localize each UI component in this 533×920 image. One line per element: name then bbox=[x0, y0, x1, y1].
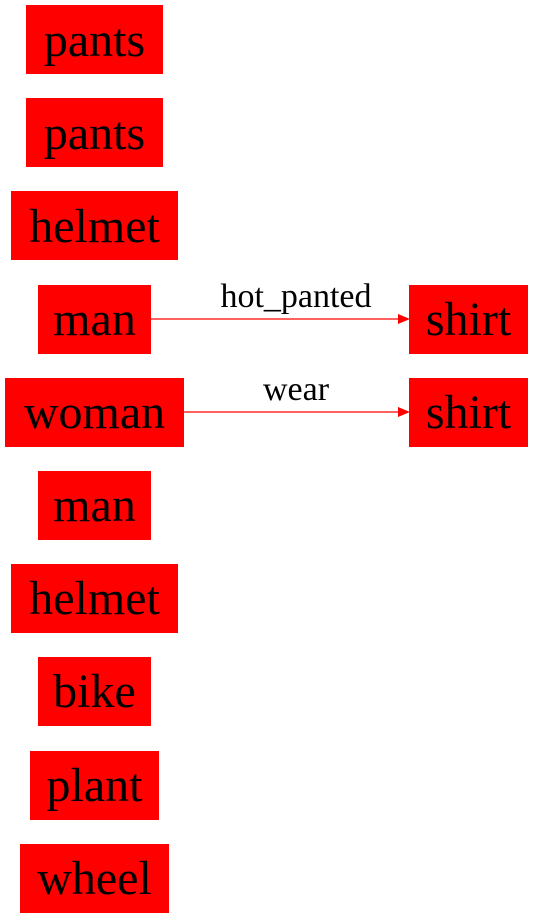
node-box bbox=[26, 5, 163, 74]
arrowhead-icon bbox=[398, 314, 410, 324]
node-box bbox=[11, 191, 178, 260]
arrowhead-icon bbox=[398, 407, 410, 417]
node-label: wheel bbox=[37, 852, 152, 905]
node-helmet: helmet bbox=[11, 191, 178, 260]
edge-label: wear bbox=[263, 371, 330, 408]
node-pants: pants bbox=[26, 98, 163, 167]
node-label: pants bbox=[44, 14, 145, 67]
node-box bbox=[20, 844, 169, 913]
edge-label: hot_panted bbox=[220, 278, 371, 315]
node-woman: woman bbox=[5, 378, 184, 447]
node-box bbox=[38, 471, 151, 540]
node-bike: bike bbox=[38, 657, 151, 726]
node-box bbox=[30, 751, 159, 820]
node-box bbox=[409, 378, 528, 447]
edge-woman-shirt: wear bbox=[184, 371, 410, 417]
node-man: man bbox=[38, 285, 151, 354]
node-label: woman bbox=[24, 386, 165, 439]
edge-man-shirt: hot_panted bbox=[151, 278, 410, 324]
node-label: helmet bbox=[29, 572, 160, 625]
node-label: shirt bbox=[426, 293, 512, 346]
node-box bbox=[11, 564, 178, 633]
node-label: plant bbox=[47, 759, 144, 812]
node-box bbox=[5, 378, 184, 447]
node-shirt: shirt bbox=[409, 285, 528, 354]
node-label: man bbox=[53, 479, 136, 532]
node-pants: pants bbox=[26, 5, 163, 74]
node-plant: plant bbox=[30, 751, 159, 820]
node-label: pants bbox=[44, 107, 145, 160]
node-man: man bbox=[38, 471, 151, 540]
node-label: bike bbox=[53, 665, 136, 718]
node-box bbox=[38, 285, 151, 354]
node-box bbox=[38, 657, 151, 726]
node-shirt: shirt bbox=[409, 378, 528, 447]
node-label: helmet bbox=[29, 200, 160, 253]
node-helmet: helmet bbox=[11, 564, 178, 633]
node-label: shirt bbox=[426, 386, 512, 439]
node-label: man bbox=[53, 293, 136, 346]
node-wheel: wheel bbox=[20, 844, 169, 913]
node-box bbox=[26, 98, 163, 167]
node-box bbox=[409, 285, 528, 354]
